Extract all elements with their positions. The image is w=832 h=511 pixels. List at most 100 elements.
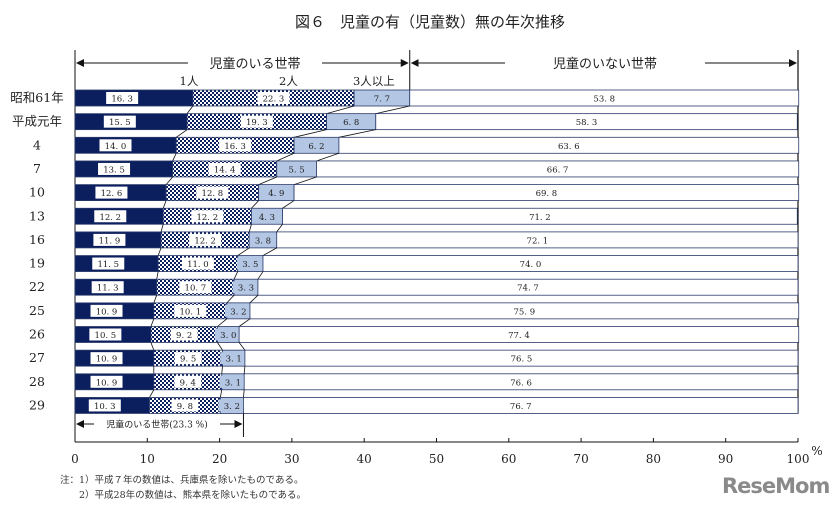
data-label: 10. 9	[96, 355, 118, 365]
connector-line	[258, 176, 277, 185]
series-label: 3人以上	[353, 74, 395, 88]
bar-segment	[243, 397, 799, 414]
group-label-without-children: 児童のいない世帯	[553, 56, 657, 72]
data-label: 11. 5	[97, 260, 119, 270]
data-label-bg	[303, 139, 330, 152]
data-label-bg	[240, 115, 273, 128]
connector-line	[249, 294, 259, 304]
data-label: 12. 2	[99, 213, 121, 223]
connector-line	[160, 224, 164, 233]
data-label-bg	[174, 375, 202, 388]
data-label-bg	[89, 328, 122, 341]
data-label: 76. 7	[510, 402, 532, 412]
data-label-bg	[218, 399, 246, 412]
connector-line	[217, 342, 223, 351]
x-tick-label: 50	[429, 452, 444, 466]
data-label-bg	[220, 352, 248, 365]
series-label: 1人	[180, 74, 199, 88]
data-label: 22. 3	[263, 95, 285, 105]
connector-line	[165, 176, 173, 185]
data-label-bg	[257, 92, 290, 104]
data-label-bg	[191, 210, 224, 223]
data-label: 14. 4	[214, 165, 236, 175]
note-2: 2）平成28年の数値は、熊本県を除いたものである。	[60, 490, 307, 501]
connector-line	[238, 342, 246, 351]
category-label: 7	[33, 161, 41, 176]
x-tick-label: 20	[212, 452, 227, 466]
data-label: 10. 9	[96, 378, 118, 388]
bar-segment	[238, 326, 800, 343]
category-label: 22	[29, 279, 45, 294]
connector-line	[243, 389, 245, 398]
data-label-bg	[174, 352, 202, 365]
data-label: 76. 5	[511, 355, 533, 365]
data-label: 10. 9	[96, 307, 118, 317]
connector-line	[262, 247, 277, 256]
data-label-bg	[219, 375, 247, 388]
data-label-bg	[181, 257, 214, 270]
data-label-bg	[99, 139, 132, 152]
connector-line	[157, 247, 162, 256]
data-label-bg	[224, 304, 252, 317]
bar-segment	[316, 160, 800, 178]
data-label: 10. 3	[94, 402, 116, 412]
data-label-bg	[94, 210, 127, 223]
connector-line	[293, 129, 327, 138]
data-label: 3. 0	[220, 331, 236, 341]
connector-line	[172, 153, 177, 162]
data-label: 75. 9	[514, 307, 536, 317]
data-label: 9. 2	[176, 331, 192, 341]
data-label-bg	[90, 352, 123, 365]
connector-line	[217, 318, 228, 327]
category-label: 25	[29, 303, 45, 318]
x-tick-label: 0	[71, 452, 79, 466]
chart-title: 図６ 児童の有（児童数）無の年次推移	[295, 13, 565, 31]
connector-line	[293, 176, 317, 185]
connector-line	[375, 105, 410, 115]
data-label-bg	[106, 92, 139, 104]
x-tick-label: 60	[501, 452, 516, 466]
data-label: 11. 9	[99, 236, 121, 246]
x-tick-label: 100	[787, 452, 810, 466]
data-label-bg	[253, 210, 281, 223]
bar-segment	[243, 373, 799, 391]
connector-line	[226, 294, 235, 304]
data-label: 76. 6	[510, 378, 532, 388]
connector-line	[238, 318, 251, 327]
data-label-bg	[170, 328, 198, 341]
connector-line	[221, 366, 223, 374]
data-label: 3. 1	[226, 355, 242, 365]
data-label: 74. 0	[520, 260, 542, 270]
x-tick-label: 30	[284, 452, 299, 466]
category-label: 10	[29, 185, 45, 200]
data-label-bg	[214, 328, 242, 341]
x-tick-label: 90	[718, 452, 733, 466]
bracket-label: 児童のいる世帯(23.3 %)	[106, 419, 207, 431]
connector-line	[153, 295, 158, 303]
data-label-bg	[95, 186, 128, 199]
data-label: 69. 8	[536, 189, 558, 199]
x-tick-label: 80	[646, 452, 661, 466]
data-label-bg	[189, 233, 222, 246]
data-label: 53. 8	[593, 95, 615, 105]
x-unit-label: %	[811, 444, 822, 458]
data-label-bg	[236, 257, 264, 270]
data-label: 4. 3	[259, 213, 275, 223]
data-label-bg	[179, 281, 212, 294]
connector-line	[237, 247, 250, 256]
category-label: 29	[29, 397, 45, 412]
connector-line	[233, 271, 239, 280]
data-label-bg	[283, 162, 310, 175]
data-label-bg	[90, 304, 123, 317]
data-label: 12. 2	[194, 236, 216, 246]
data-label: 3. 3	[238, 284, 254, 294]
category-label: 19	[29, 256, 45, 271]
data-label: 12. 6	[101, 189, 123, 199]
data-label: 72. 1	[527, 236, 549, 246]
data-label: 71. 2	[529, 213, 551, 223]
connector-line	[248, 224, 252, 233]
data-label-bg	[171, 399, 199, 412]
connector-line	[162, 200, 167, 209]
data-label: 3. 2	[224, 402, 240, 412]
